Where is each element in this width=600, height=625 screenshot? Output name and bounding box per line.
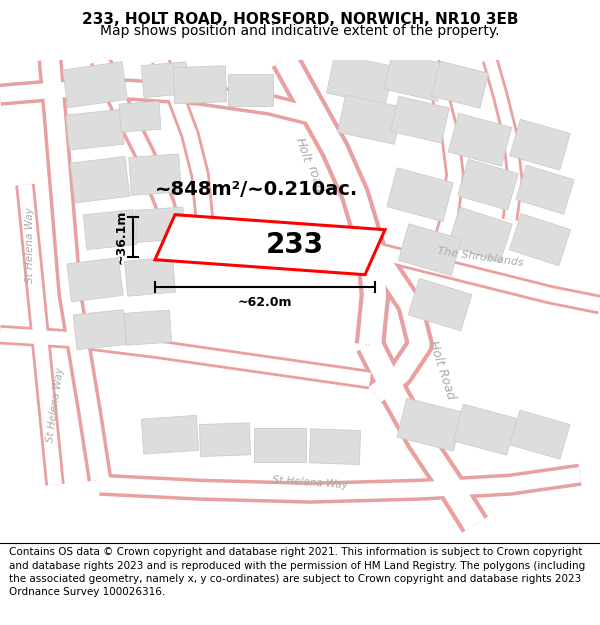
Polygon shape (310, 429, 361, 464)
Polygon shape (338, 95, 403, 144)
Text: ~36.1m: ~36.1m (115, 209, 128, 264)
Polygon shape (391, 96, 449, 143)
Polygon shape (448, 113, 512, 166)
Polygon shape (510, 119, 570, 170)
Text: Map shows position and indicative extent of the property.: Map shows position and indicative extent… (100, 24, 500, 38)
Polygon shape (129, 154, 181, 196)
Polygon shape (431, 61, 488, 108)
Polygon shape (454, 404, 517, 455)
Polygon shape (408, 279, 472, 331)
Polygon shape (66, 109, 124, 150)
Polygon shape (73, 309, 127, 350)
Polygon shape (155, 214, 385, 275)
Text: ~848m²/~0.210ac.: ~848m²/~0.210ac. (155, 180, 358, 199)
Polygon shape (227, 74, 272, 106)
Polygon shape (83, 209, 137, 250)
Text: The Shrublands: The Shrublands (436, 246, 524, 268)
Polygon shape (62, 62, 127, 107)
Text: Contains OS data © Crown copyright and database right 2021. This information is : Contains OS data © Crown copyright and d… (9, 548, 585, 597)
Polygon shape (326, 54, 394, 106)
Polygon shape (135, 207, 185, 242)
Text: St Helena Way: St Helena Way (25, 207, 35, 282)
Polygon shape (384, 52, 446, 101)
Text: Holt Road: Holt Road (427, 339, 458, 401)
Text: ~62.0m: ~62.0m (238, 296, 292, 309)
Polygon shape (67, 258, 123, 302)
Polygon shape (254, 428, 306, 462)
Polygon shape (125, 257, 175, 296)
Polygon shape (199, 423, 251, 456)
Polygon shape (70, 156, 130, 203)
Text: St Helena Way: St Helena Way (45, 366, 65, 443)
Polygon shape (142, 415, 199, 454)
Polygon shape (124, 310, 172, 345)
Text: 233: 233 (266, 231, 324, 259)
Text: 233, HOLT ROAD, HORSFORD, NORWICH, NR10 3EB: 233, HOLT ROAD, HORSFORD, NORWICH, NR10 … (82, 12, 518, 27)
Polygon shape (141, 62, 189, 98)
Polygon shape (173, 66, 227, 104)
Polygon shape (387, 168, 453, 221)
Polygon shape (516, 165, 574, 214)
Text: St Helena Way: St Helena Way (272, 475, 348, 491)
Polygon shape (510, 410, 570, 459)
Polygon shape (398, 224, 461, 276)
Polygon shape (397, 398, 463, 451)
Text: Holt: Holt (293, 136, 313, 164)
Polygon shape (509, 214, 571, 266)
Polygon shape (458, 159, 518, 210)
Text: road: road (304, 164, 326, 195)
Polygon shape (448, 207, 512, 262)
Polygon shape (119, 101, 161, 132)
